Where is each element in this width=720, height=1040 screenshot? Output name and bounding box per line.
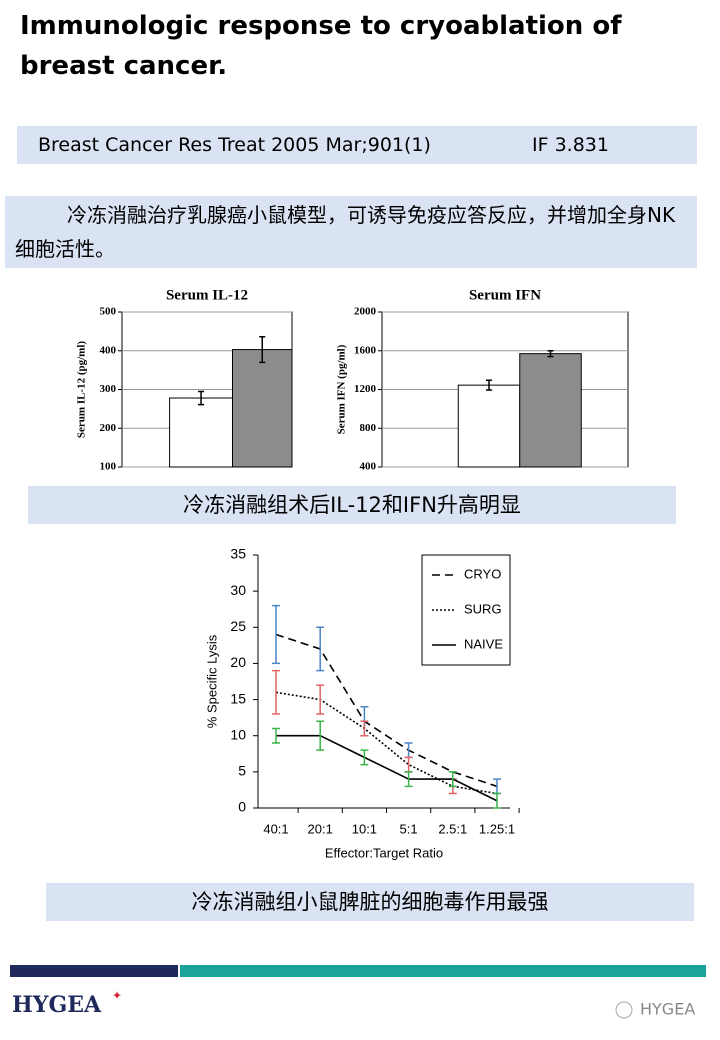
error-bar xyxy=(493,778,501,795)
y-axis-label: % Specific Lysis xyxy=(204,634,219,728)
logo: HYGEA xyxy=(12,992,102,1018)
y-tick-label: 0 xyxy=(238,799,246,815)
error-bar xyxy=(404,756,413,773)
error-bar xyxy=(316,720,325,751)
series-line xyxy=(275,633,498,788)
x-tick-label: 2.5:1 xyxy=(438,821,467,836)
y-tick-label: 2000 xyxy=(354,306,377,318)
y-tick-label: 35 xyxy=(230,546,246,562)
series-line xyxy=(276,734,498,802)
impact-factor: IF 3.831 xyxy=(532,134,609,156)
x-tick-label: 5:1 xyxy=(400,821,418,836)
journal: Breast Cancer Res Treat 2005 Mar;901(1) xyxy=(38,134,431,156)
y-tick-label: 400 xyxy=(360,461,377,473)
bar xyxy=(169,397,234,468)
bar xyxy=(519,353,582,468)
error-bar xyxy=(547,350,554,358)
y-axis-label: Serum IFN (pg/ml) xyxy=(336,344,348,434)
chart-title: Serum IFN xyxy=(469,287,541,303)
y-tick-label: 25 xyxy=(230,618,246,634)
error-bar xyxy=(259,336,266,364)
y-tick-label: 200 xyxy=(100,422,117,434)
series-line xyxy=(275,691,498,795)
y-tick-label: 15 xyxy=(230,690,246,706)
footer-stripe xyxy=(10,965,178,977)
error-bar xyxy=(493,792,501,809)
error-bar xyxy=(272,669,280,715)
legend-label: SURG xyxy=(464,601,502,616)
x-tick-label: 40:1 xyxy=(263,821,288,836)
footer-stripe xyxy=(180,965,706,977)
summary: 冷冻消融治疗乳腺癌小鼠模型，可诱导免疫应答反应，并增加全身NK细胞活性。 xyxy=(5,196,697,268)
y-axis-label: Serum IL-12 (pg/ml) xyxy=(76,341,88,439)
caption: 冷冻消融组术后IL-12和IFN升高明显 xyxy=(28,486,676,524)
error-bar xyxy=(360,749,369,766)
x-tick-label: 1.25:1 xyxy=(479,821,515,836)
y-tick-label: 10 xyxy=(230,726,246,742)
error-bar xyxy=(272,604,280,665)
y-tick-label: 400 xyxy=(100,344,117,356)
watermark: HYGEA xyxy=(640,1000,695,1019)
y-tick-label: 1600 xyxy=(354,344,377,356)
error-bar xyxy=(404,771,413,788)
y-tick-label: 30 xyxy=(230,582,246,598)
bar xyxy=(457,384,521,468)
x-tick-label: 20:1 xyxy=(308,821,333,836)
title: Immunologic response to cryoablation of … xyxy=(20,11,622,81)
y-tick-label: 100 xyxy=(100,461,117,473)
wechat-icon xyxy=(615,1001,633,1019)
bar xyxy=(232,349,293,468)
y-tick-label: 5 xyxy=(238,763,246,779)
caption: 冷冻消融组小鼠脾脏的细胞毒作用最强 xyxy=(46,883,694,921)
error-bar xyxy=(316,626,325,672)
logo-star: ✦ xyxy=(112,989,122,1003)
y-tick-label: 20 xyxy=(230,654,246,670)
x-tick-label: 10:1 xyxy=(352,821,377,836)
chart-title: Serum IL-12 xyxy=(166,287,248,303)
y-tick-label: 1200 xyxy=(354,383,377,395)
error-bar xyxy=(198,390,205,406)
error-bar xyxy=(360,720,369,737)
legend-label: CRYO xyxy=(464,566,501,581)
error-bar xyxy=(272,727,280,744)
y-tick-label: 800 xyxy=(360,422,377,434)
error-bar xyxy=(448,771,457,788)
y-tick-label: 500 xyxy=(100,306,117,318)
x-axis-label: Effector:Target Ratio xyxy=(325,845,443,860)
y-tick-label: 300 xyxy=(100,383,117,395)
error-bar xyxy=(404,742,413,759)
legend-label: NAIVE xyxy=(464,636,503,651)
error-bar xyxy=(316,684,325,715)
error-bar xyxy=(486,379,493,391)
citation-band: Breast Cancer Res Treat 2005 Mar;901(1) … xyxy=(17,126,697,164)
